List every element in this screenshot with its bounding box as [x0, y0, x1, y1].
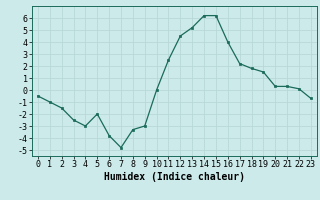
X-axis label: Humidex (Indice chaleur): Humidex (Indice chaleur): [104, 172, 245, 182]
